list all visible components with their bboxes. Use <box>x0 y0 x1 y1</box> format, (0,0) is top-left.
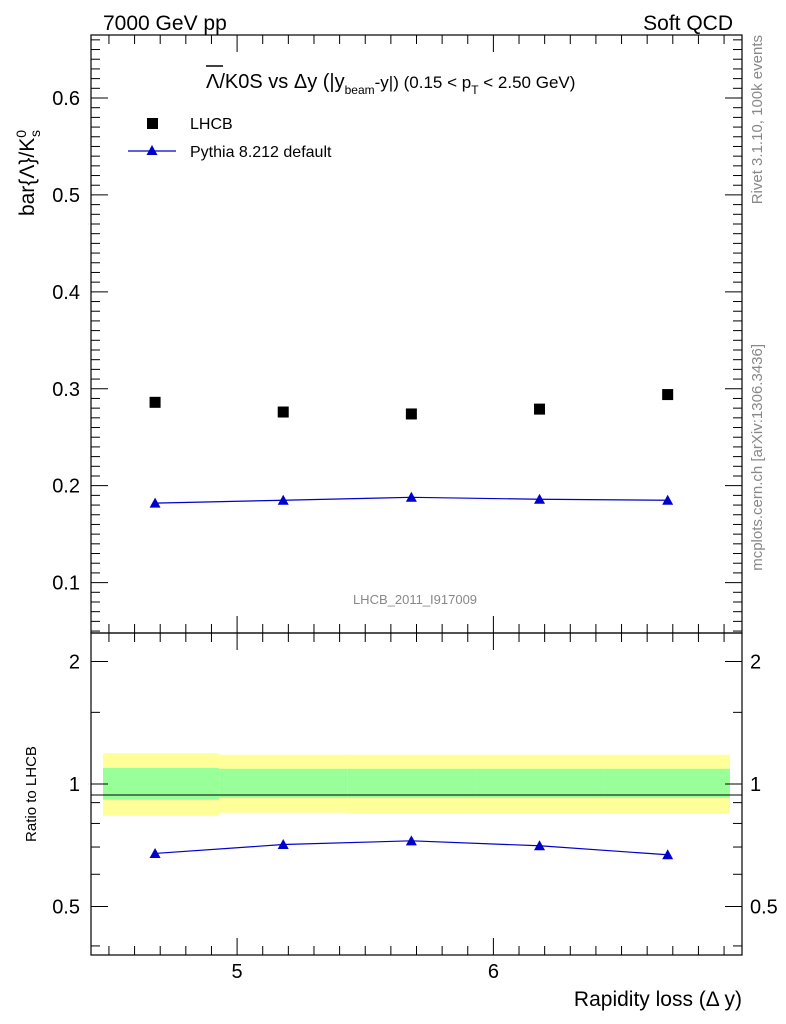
lhcb-data-point <box>149 396 161 408</box>
lhcb-data-point <box>277 406 289 418</box>
inner-uncertainty-band <box>219 768 348 798</box>
mcplots-source-label: mcplots.cern.ch [arXiv:1306.3436] <box>749 344 766 571</box>
inner-uncertainty-band <box>603 768 730 798</box>
y-tick-label: 0.1 <box>52 573 80 595</box>
pythia-data-point <box>534 493 546 504</box>
y-tick-label: 0.6 <box>52 88 80 110</box>
lhcb-data-point <box>662 389 674 401</box>
analysis-watermark: LHCB_2011_I917009 <box>353 592 477 607</box>
ratio-y-tick-label-right: 1 <box>750 774 761 796</box>
ratio-y-axis-label: Ratio to LHCB <box>23 746 40 842</box>
main-y-axis-label: bar{Λ}/K0s <box>13 130 43 216</box>
main-data-marks <box>149 389 674 508</box>
ratio-data-marks <box>149 835 674 860</box>
x-tick-label: 5 <box>232 961 243 983</box>
x-axis-label: Rapidity loss (Δ y) <box>574 988 742 1011</box>
main-plot-title: Λ/K0S vs Δy (|ybeam-y|) (0.15 < pT < 2.5… <box>206 65 575 97</box>
pythia-ratio-point <box>534 840 546 851</box>
y-tick-label: 0.4 <box>52 282 80 304</box>
ratio-y-tick-label-right: 2 <box>750 652 761 674</box>
y-tick-label: 0.5 <box>52 185 80 207</box>
pythia-data-point <box>277 494 289 505</box>
legend-label-lhcb: LHCB <box>190 116 233 133</box>
ratio-y-tick-label-left: 0.5 <box>52 896 80 918</box>
main-plot-panel: bar{Λ}/K0s Λ/K0S vs Δy (|ybeam-y|) (0.15… <box>13 34 743 634</box>
rivet-version-label: Rivet 3.1.10, 100k events <box>749 35 766 204</box>
y-tick-label: 0.2 <box>52 476 80 498</box>
legend-marker-lhcb <box>147 118 158 129</box>
ratio-y-tick-label-left: 2 <box>69 652 80 674</box>
main-plot-frame <box>90 34 743 634</box>
ratio-plot-panel: 0.5 1 2 0.5 1 2 5 6 Ratio to LHCB Rapidity loss… <box>23 632 778 1011</box>
pythia-data-point <box>405 491 417 502</box>
x-tick-label: 6 <box>488 961 499 983</box>
legend-marker-pythia <box>146 145 158 155</box>
ratio-y-tick-label-left: 1 <box>69 774 80 796</box>
pythia-data-point <box>662 494 674 505</box>
ratio-y-tick-label-right: 0.5 <box>750 896 778 918</box>
lhcb-data-point <box>405 408 417 420</box>
pythia-data-point <box>149 497 161 508</box>
main-axis-ticks: 0.1 0.2 0.3 0.4 0.5 0.6 <box>52 35 742 633</box>
inner-uncertainty-band <box>103 767 220 800</box>
y-tick-label: 0.3 <box>52 379 80 401</box>
legend-label-pythia: Pythia 8.212 default <box>190 144 332 161</box>
lhcb-data-point <box>534 403 546 415</box>
ratio-axis-ticks: 0.5 1 2 0.5 1 2 5 6 <box>52 633 778 983</box>
legend: LHCB Pythia 8.212 default <box>128 116 332 161</box>
pythia-ratio-point <box>662 849 674 860</box>
ratio-uncertainty-bands <box>103 753 730 816</box>
inner-uncertainty-band <box>347 768 476 798</box>
title-text: Λ/K0S vs Δy (|ybeam-y|) (0.15 < pT < 2.5… <box>206 71 575 97</box>
pythia-ratio-point <box>277 839 289 850</box>
pythia-ratio-point <box>405 835 417 846</box>
inner-uncertainty-band <box>475 768 604 798</box>
process-label: Soft QCD <box>643 12 733 35</box>
pythia-ratio-point <box>149 847 161 858</box>
energy-label: 7000 GeV pp <box>103 12 227 35</box>
